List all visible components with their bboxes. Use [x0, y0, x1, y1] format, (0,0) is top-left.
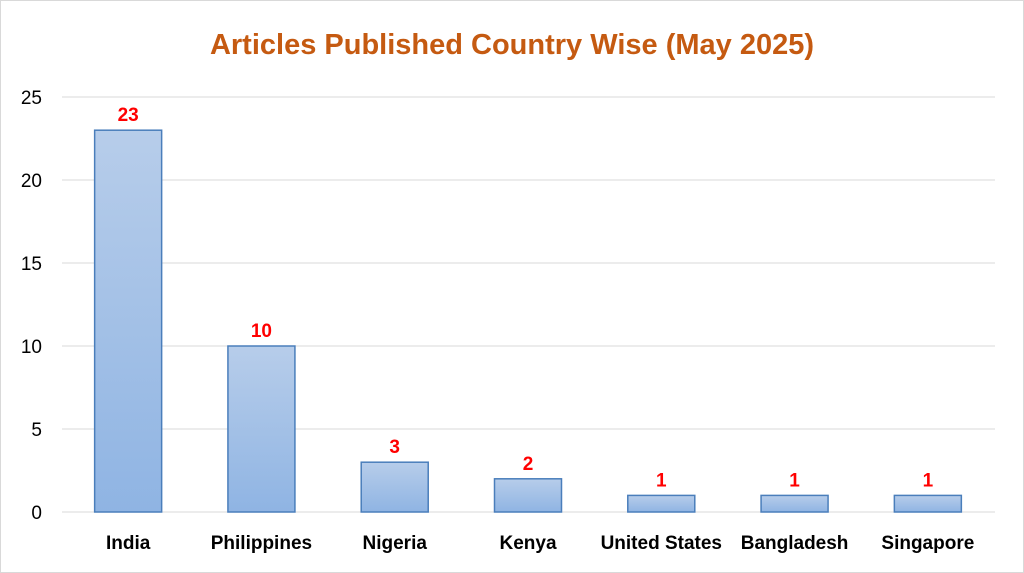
- x-axis-ticks: India Philippines Nigeria Kenya United State…: [106, 533, 974, 554]
- data-label: 10: [251, 321, 272, 342]
- y-tick-label: 15: [21, 254, 42, 275]
- chart-title: Articles Published Country Wise (May 202…: [210, 29, 814, 61]
- x-tick-label: Bangladesh: [741, 533, 849, 554]
- bar-philippines: [227, 345, 296, 513]
- x-tick-label: Singapore: [881, 533, 974, 554]
- bar-india: [93, 129, 163, 513]
- bar-nigeria: [360, 461, 429, 513]
- data-label: 23: [118, 105, 139, 126]
- x-tick-label: United States: [601, 533, 722, 554]
- bar-united-states: [627, 494, 696, 513]
- y-tick-label: 0: [31, 503, 42, 524]
- data-label: 1: [789, 470, 800, 491]
- data-label: 1: [923, 470, 934, 491]
- data-label: 2: [523, 454, 534, 475]
- x-tick-label: Kenya: [499, 533, 556, 554]
- y-tick-label: 5: [31, 420, 42, 441]
- x-tick-label: India: [106, 533, 151, 554]
- bars: [93, 129, 963, 513]
- gridlines: [62, 96, 995, 513]
- y-tick-label: 20: [21, 171, 42, 192]
- y-tick-label: 25: [21, 88, 42, 109]
- bar-singapore: [893, 494, 963, 513]
- data-label: 3: [389, 437, 400, 458]
- y-tick-label: 10: [21, 337, 42, 358]
- y-axis-ticks: 0 5 10 15 20 25: [21, 88, 42, 524]
- data-label: 1: [656, 470, 667, 491]
- bar-kenya: [493, 478, 563, 513]
- x-tick-label: Nigeria: [363, 533, 428, 554]
- bar-bangladesh: [760, 494, 829, 513]
- data-labels: 23 10 3 2 1 1 1: [118, 105, 934, 491]
- x-tick-label: Philippines: [211, 533, 312, 554]
